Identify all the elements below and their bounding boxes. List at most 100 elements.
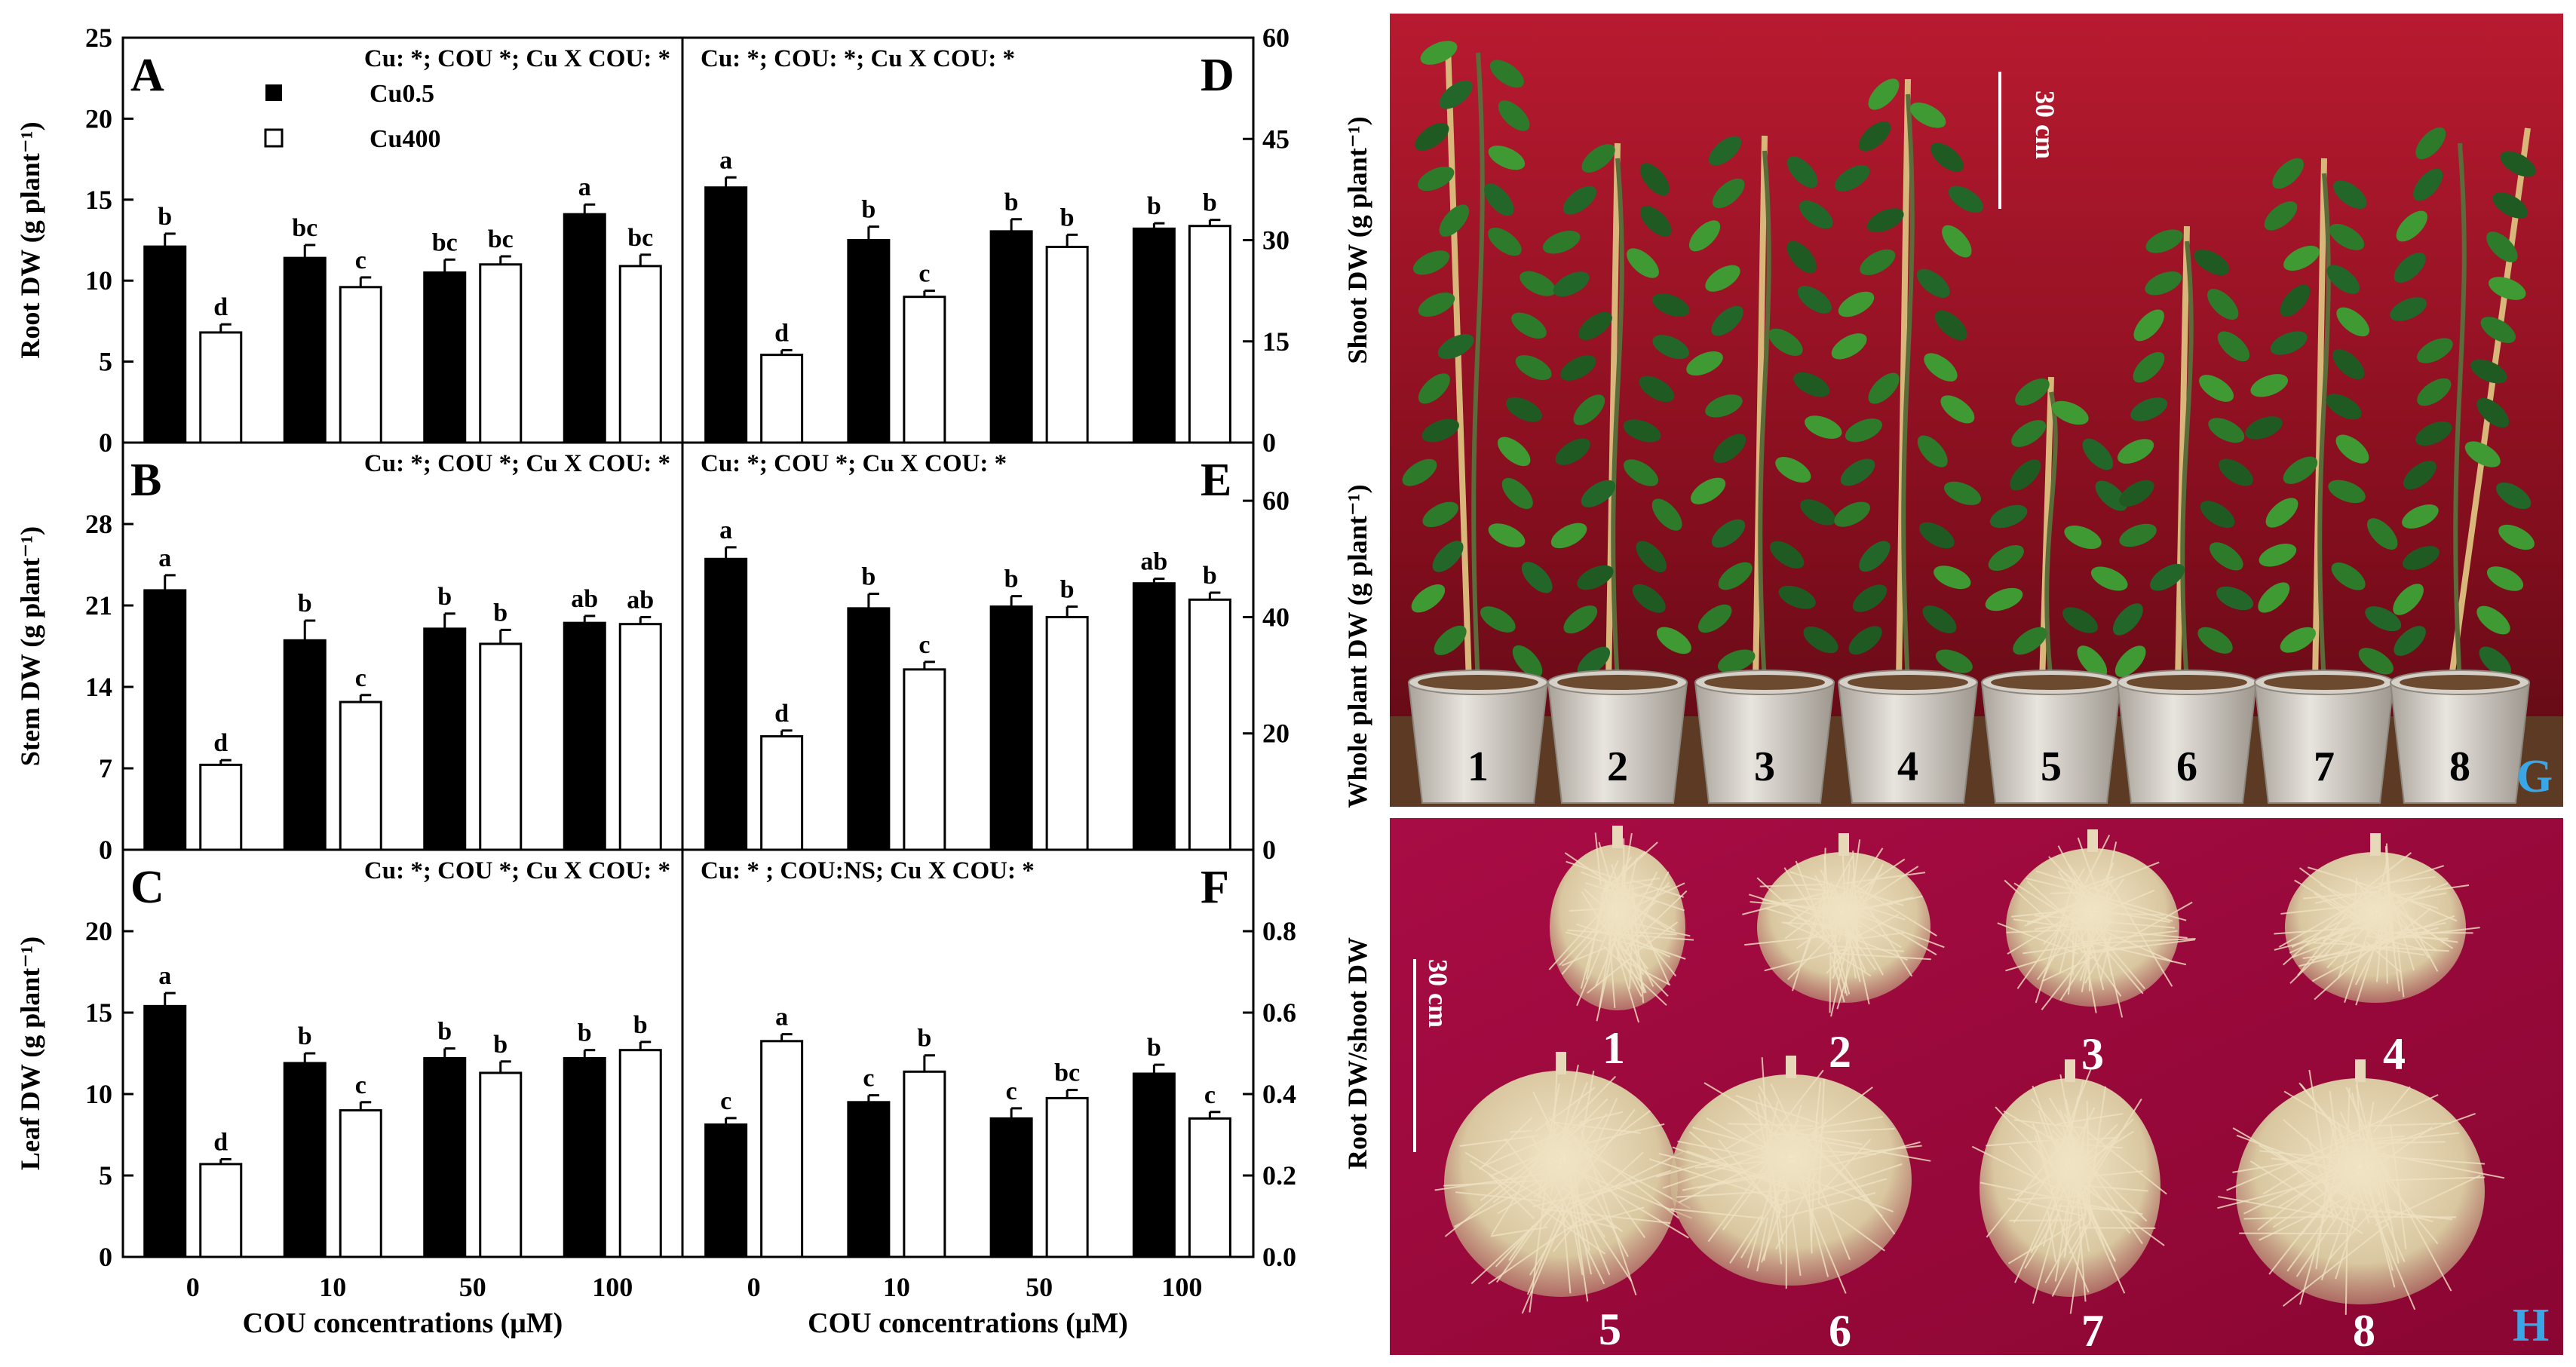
potted-plant: 2 bbox=[1542, 143, 1691, 804]
bar-cu05 bbox=[847, 1101, 891, 1258]
roots-group: 1 2 3 4 5 6 7 8 bbox=[1434, 826, 2505, 1356]
y-tick-label: 60 bbox=[1262, 486, 1290, 516]
significance-letter: d bbox=[774, 319, 789, 347]
plants-group: 1 2 3 4 5 6 7 8 bbox=[1402, 41, 2536, 804]
root-system: 1 bbox=[1548, 826, 1694, 1073]
significance-letter: b bbox=[1004, 188, 1019, 216]
y-tick-label: 0.2 bbox=[1262, 1160, 1296, 1191]
significance-letter: b bbox=[1004, 565, 1019, 593]
bar-cu05 bbox=[989, 230, 1033, 444]
plot-frame bbox=[681, 848, 1255, 1258]
bar-cu05 bbox=[704, 557, 748, 851]
bar-cu05 bbox=[143, 1004, 187, 1258]
panel-d-shoot-dw: 0 15 30 45 60 Shoot DW (g plant⁻¹) D Cu: *; COU… bbox=[681, 23, 1372, 458]
bar-cu05 bbox=[1132, 582, 1176, 851]
bar-cu05 bbox=[989, 1117, 1033, 1258]
significance-letter: d bbox=[774, 700, 789, 728]
significance-letter: d bbox=[213, 1128, 228, 1156]
bar-cu400 bbox=[339, 1109, 382, 1258]
bar-cu05 bbox=[847, 607, 891, 851]
bar-cu400 bbox=[1045, 615, 1089, 851]
bar-cu400 bbox=[479, 642, 523, 851]
y-tick-label: 20 bbox=[85, 103, 112, 133]
y-axis-label: Root DW (g plant⁻¹) bbox=[15, 121, 45, 358]
significance-letter: c bbox=[918, 260, 930, 288]
root-system: 8 bbox=[2217, 1059, 2505, 1356]
y-tick-label: 28 bbox=[85, 509, 112, 539]
significance-letter: b bbox=[1147, 192, 1161, 220]
x-tick-label: 0 bbox=[186, 1272, 200, 1302]
bar-cu400 bbox=[618, 623, 662, 851]
significance-letter: b bbox=[1203, 562, 1217, 590]
significance-letter: ab bbox=[1140, 548, 1167, 576]
significance-letter: b bbox=[158, 203, 172, 231]
y-tick-label: 15 bbox=[85, 998, 112, 1028]
bar-cu400 bbox=[903, 296, 946, 444]
significance-letter: c bbox=[863, 1065, 874, 1093]
bar-cu05 bbox=[143, 245, 187, 444]
bar-cu400 bbox=[903, 668, 946, 851]
potted-plant: 4 bbox=[1831, 78, 1984, 804]
panel-letter-h: H bbox=[2513, 1300, 2549, 1351]
bar-cu400 bbox=[1188, 225, 1231, 444]
root-number: 5 bbox=[1599, 1304, 1621, 1354]
y-tick-label: 0.6 bbox=[1262, 998, 1296, 1028]
potted-plant: 5 bbox=[1980, 376, 2128, 804]
significance-letter: b bbox=[578, 1019, 592, 1047]
bar-cu400 bbox=[199, 1163, 243, 1258]
potted-plant: 7 bbox=[2245, 158, 2402, 804]
x-tick-label: 100 bbox=[592, 1272, 633, 1302]
panel-c-leaf-dw: 0 5 10 15 20 Leaf DW (g plant⁻¹) C Cu: *; COU *… bbox=[15, 848, 684, 1339]
bar-cu400 bbox=[479, 263, 523, 444]
photo-g-plants: 1 2 3 4 5 6 7 8 30 cm G bbox=[1390, 14, 2563, 807]
plant-number: 7 bbox=[2314, 743, 2335, 790]
root-system: 6 bbox=[1648, 1056, 1931, 1356]
root-number: 4 bbox=[2383, 1029, 2406, 1079]
legend-label-cu400: Cu400 bbox=[370, 125, 440, 153]
stats-label: Cu: *; COU *; Cu X COU: * bbox=[364, 45, 670, 72]
significance-letter: c bbox=[1006, 1077, 1017, 1105]
significance-letter: b bbox=[1203, 189, 1217, 217]
x-tick-label: 10 bbox=[883, 1272, 910, 1302]
y-axis-label: Leaf DW (g plant⁻¹) bbox=[15, 936, 45, 1170]
scale-label-g: 30 cm bbox=[2030, 90, 2060, 159]
panel-letter: C bbox=[130, 862, 164, 913]
root-system: 2 bbox=[1742, 833, 1945, 1077]
significance-letter: b bbox=[917, 1025, 931, 1053]
significance-letter: b bbox=[861, 196, 876, 224]
significance-letter: d bbox=[213, 293, 228, 321]
significance-letter: a bbox=[719, 516, 732, 544]
significance-letter: bc bbox=[432, 228, 458, 256]
y-tick-label: 0.4 bbox=[1262, 1079, 1296, 1109]
panel-a-root-dw: 0 5 10 15 20 25 Root DW (g plant⁻¹) A Cu: *; COU… bbox=[15, 23, 684, 458]
y-tick-label: 0 bbox=[1262, 835, 1276, 865]
potted-plant: 1 bbox=[1402, 41, 1556, 804]
root-system: 3 bbox=[1997, 829, 2196, 1079]
significance-letter: a bbox=[775, 1004, 788, 1031]
y-tick-label: 30 bbox=[1262, 225, 1290, 256]
bar-cu05 bbox=[1132, 1072, 1176, 1258]
significance-letter: a bbox=[578, 173, 591, 201]
x-tick-label: 10 bbox=[319, 1272, 346, 1302]
bar-cu05 bbox=[283, 1062, 327, 1258]
bar-cu05 bbox=[283, 256, 327, 444]
stats-label: Cu: * ; COU:NS; Cu X COU: * bbox=[701, 857, 1035, 884]
stats-label: Cu: *; COU *; Cu X COU: * bbox=[364, 857, 670, 884]
stats-label: Cu: *; COU: *; Cu X COU: * bbox=[701, 45, 1015, 72]
bar-cu05 bbox=[563, 621, 606, 851]
bar-cu400 bbox=[199, 763, 243, 851]
x-axis-label: COU concentrations (μM) bbox=[243, 1307, 563, 1339]
bar-cu05 bbox=[283, 639, 327, 851]
significance-letter: c bbox=[720, 1087, 731, 1115]
significance-letter: bc bbox=[292, 214, 317, 242]
significance-letter: a bbox=[158, 544, 171, 572]
y-tick-label: 0.8 bbox=[1262, 916, 1296, 946]
plant-number: 5 bbox=[2041, 743, 2062, 790]
potted-plant: 6 bbox=[2112, 225, 2258, 804]
significance-letter: b bbox=[298, 590, 312, 618]
significance-letter: b bbox=[437, 583, 452, 611]
root-system: 7 bbox=[1971, 1059, 2167, 1356]
significance-letter: c bbox=[355, 664, 366, 692]
bar-cu400 bbox=[760, 735, 804, 851]
